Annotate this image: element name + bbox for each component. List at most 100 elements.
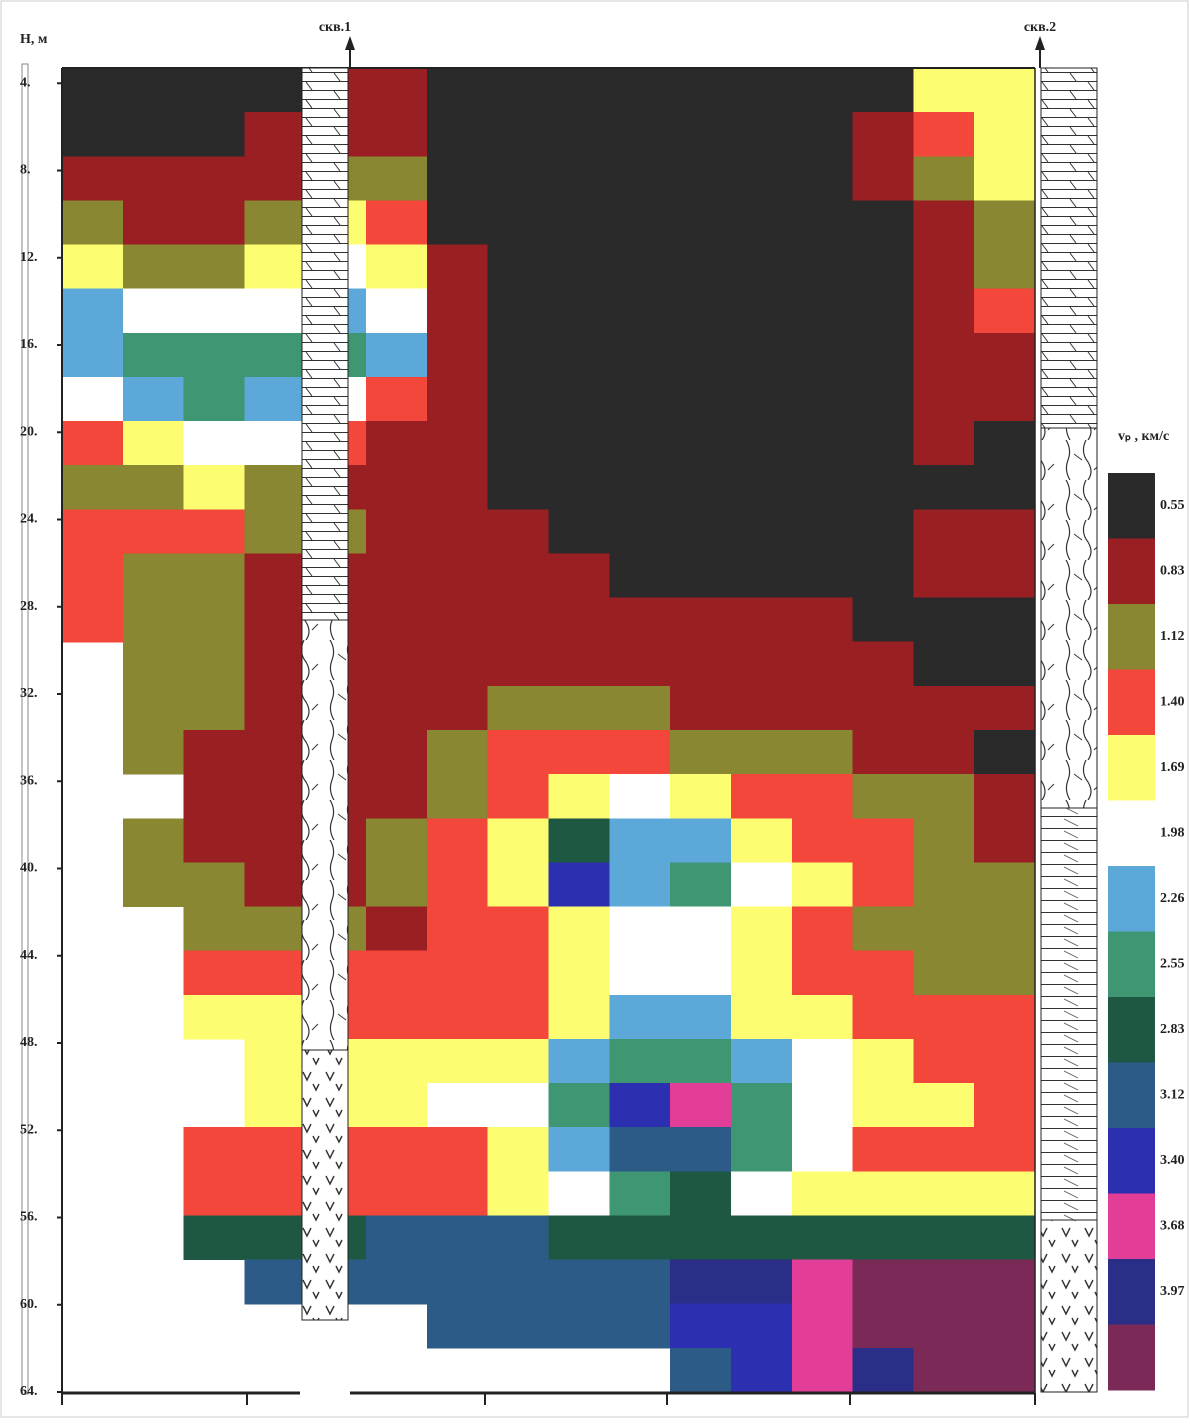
cell [792, 1348, 853, 1393]
cell [974, 245, 1035, 290]
cell [792, 642, 853, 687]
cell [731, 995, 792, 1040]
cell [427, 112, 488, 157]
cell [62, 598, 123, 643]
cell [62, 289, 123, 334]
cell [549, 68, 610, 113]
cell [488, 377, 549, 422]
cell [488, 333, 549, 378]
cell [488, 642, 549, 687]
cell [670, 951, 731, 996]
cell [853, 465, 914, 510]
cell [244, 1171, 305, 1216]
cell [184, 642, 245, 687]
cell [488, 907, 549, 952]
cell [123, 465, 184, 510]
cell [123, 333, 184, 378]
cell [731, 465, 792, 510]
cell [427, 1171, 488, 1216]
cell [244, 774, 305, 819]
cell [670, 1039, 731, 1084]
cell [488, 1215, 549, 1260]
cell [488, 951, 549, 996]
legend-swatch [1108, 866, 1155, 932]
cell [974, 156, 1035, 201]
cell [427, 1260, 488, 1305]
cell [792, 509, 853, 554]
cell [913, 907, 974, 952]
cell [366, 156, 427, 201]
cell [427, 200, 488, 245]
cell [123, 68, 184, 113]
cell [244, 553, 305, 598]
cell [427, 289, 488, 334]
cell [184, 245, 245, 290]
cell [913, 156, 974, 201]
cell [549, 951, 610, 996]
cell [670, 1260, 731, 1305]
cell [488, 465, 549, 510]
cell [974, 333, 1035, 378]
cell [853, 289, 914, 334]
y-tick-label: 8. [20, 163, 31, 178]
cell [123, 156, 184, 201]
cell [244, 333, 305, 378]
cell [549, 1215, 610, 1260]
cell [244, 289, 305, 334]
cell [731, 1304, 792, 1349]
cell [62, 245, 123, 290]
cell [792, 1215, 853, 1260]
cell [731, 907, 792, 952]
cell [366, 730, 427, 775]
cell [427, 862, 488, 907]
legend-title: vₚ , км/с [1118, 429, 1169, 444]
cell [853, 598, 914, 643]
cell [792, 907, 853, 952]
cell [549, 333, 610, 378]
borehole-2 [1035, 36, 1097, 1392]
cell [792, 200, 853, 245]
cell [488, 774, 549, 819]
cell [549, 1304, 610, 1349]
cell [366, 1127, 427, 1172]
cell [974, 1171, 1035, 1216]
y-tick-label: 4. [20, 75, 31, 90]
cell [913, 68, 974, 113]
cell [974, 995, 1035, 1040]
legend-swatch [1108, 801, 1155, 867]
cell [184, 730, 245, 775]
cell [913, 289, 974, 334]
cell [488, 1171, 549, 1216]
cell [853, 951, 914, 996]
cell [123, 553, 184, 598]
cell [184, 377, 245, 422]
cell [427, 509, 488, 554]
cell [488, 995, 549, 1040]
cell [609, 1260, 670, 1305]
legend-label: 0.55 [1160, 498, 1185, 513]
cell [853, 642, 914, 687]
cell [609, 1215, 670, 1260]
cell [366, 68, 427, 113]
cell [549, 1039, 610, 1084]
cell [488, 686, 549, 731]
y-tick-label: 48. [20, 1035, 38, 1050]
cell [366, 1083, 427, 1128]
cell [244, 730, 305, 775]
y-tick-label: 44. [20, 948, 38, 963]
cell [427, 995, 488, 1040]
cell [670, 68, 731, 113]
cell [670, 1304, 731, 1349]
legend-swatch [1108, 539, 1155, 605]
y-tick-label: 24. [20, 512, 38, 527]
cell [670, 377, 731, 422]
cell [670, 553, 731, 598]
cell [62, 421, 123, 466]
cell [974, 774, 1035, 819]
cell [609, 156, 670, 201]
cell [366, 289, 427, 334]
cell [184, 774, 245, 819]
cell [670, 1348, 731, 1393]
borehole-1 [302, 36, 355, 1320]
cell [549, 907, 610, 952]
